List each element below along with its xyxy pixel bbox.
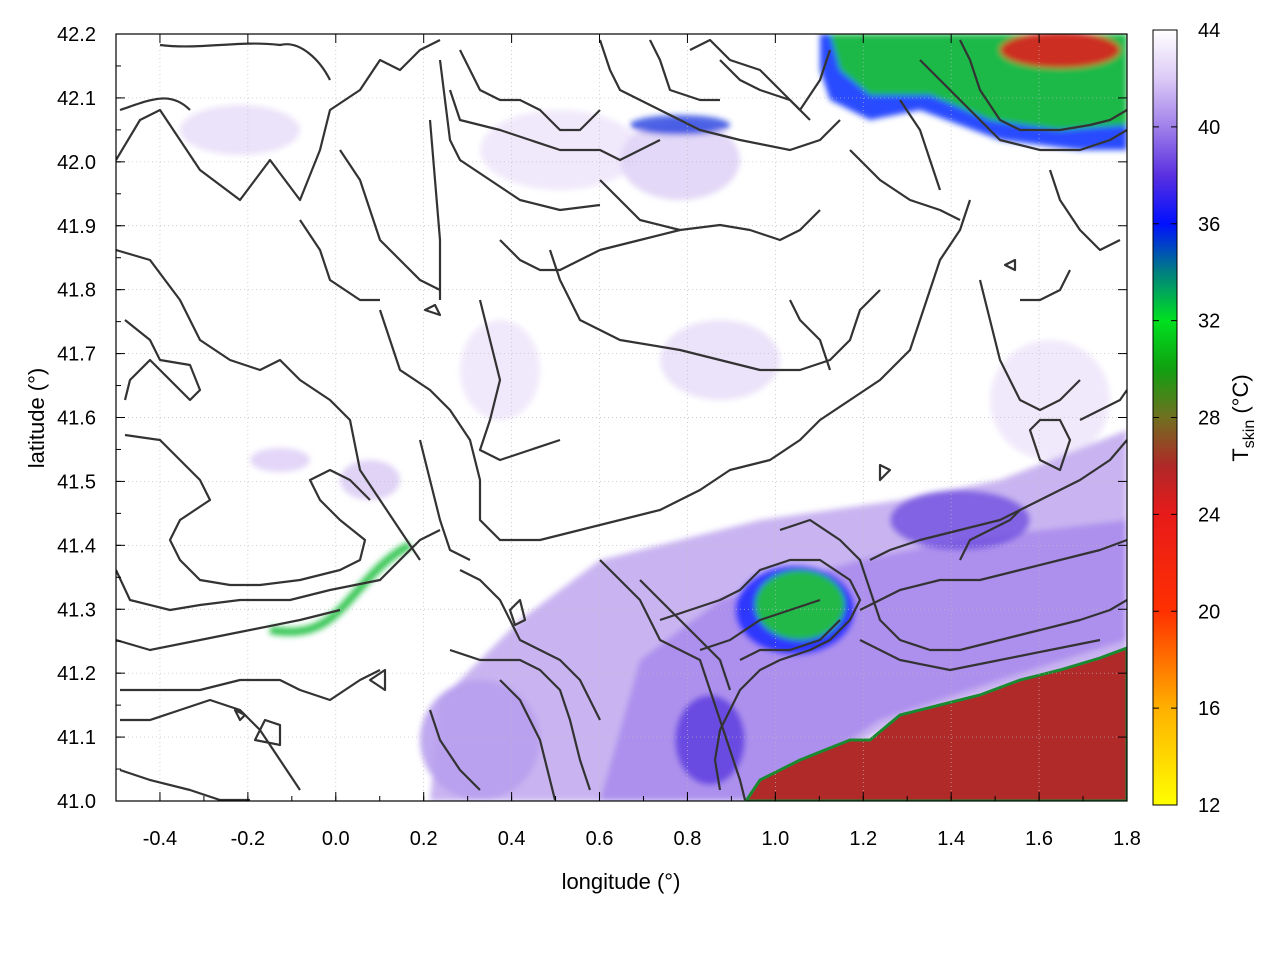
y-tick-label: 41.1 [57, 727, 96, 749]
x-tick-label: 1.4 [937, 828, 965, 850]
x-axis-title: longitude (°) [562, 869, 681, 894]
temperature-field [180, 34, 1127, 801]
y-tick-label: 41.0 [57, 791, 96, 813]
x-tick-label: 1.0 [761, 828, 789, 850]
colorbar-title-unit: (°C) [1228, 374, 1253, 419]
y-tick-label: 42.2 [57, 24, 96, 46]
plot-area: -0.4 -0.2 0.0 0.2 0.4 0.6 0.8 1.0 1.2 1.4 1.6 1.8 4… [57, 24, 1141, 850]
y-tick-label: 41.5 [57, 471, 96, 493]
colorbar-tick-label: 12 [1198, 795, 1220, 817]
colorbar-tick-label: 24 [1198, 504, 1220, 526]
colorbar: 12 16 20 24 28 32 36 40 44 Tskin (°C) [1152, 20, 1258, 817]
colorbar-tick-label: 28 [1198, 408, 1220, 430]
x-tick-label: -0.4 [143, 828, 177, 850]
colorbar-tick-label: 44 [1198, 20, 1220, 42]
colorbar-title: Tskin (°C) [1228, 374, 1258, 461]
colorbar-title-sub: skin [1241, 420, 1258, 448]
x-tick-label: 1.2 [849, 828, 877, 850]
colorbar-tick-label: 36 [1198, 214, 1220, 236]
colorbar-title-main: T [1228, 448, 1253, 461]
y-tick-label: 41.6 [57, 408, 96, 430]
colorbar-ticks: 12 16 20 24 28 32 36 40 44 [1153, 20, 1220, 817]
y-tick-label: 41.7 [57, 344, 96, 366]
y-tick-label: 42.1 [57, 88, 96, 110]
colorbar-tick-label: 20 [1198, 601, 1220, 623]
contour-lines [116, 38, 1127, 801]
colorbar-tick-label: 16 [1198, 698, 1220, 720]
y-tick-label: 42.0 [57, 152, 96, 174]
y-tick-label: 41.8 [57, 280, 96, 302]
x-tick-label: 0.4 [498, 828, 526, 850]
x-tick-label: 1.8 [1113, 828, 1141, 850]
x-tick-label: 0.8 [674, 828, 702, 850]
y-tick-label: 41.4 [57, 535, 96, 557]
sea-region [744, 646, 1127, 801]
x-axis: -0.4 -0.2 0.0 0.2 0.4 0.6 0.8 1.0 1.2 1.4 1.6 1.8 [115, 34, 1141, 850]
x-tick-label: 0.2 [410, 828, 438, 850]
y-tick-label: 41.2 [57, 663, 96, 685]
x-tick-label: 0.6 [586, 828, 614, 850]
x-tick-label: 0.0 [322, 828, 350, 850]
y-axis-title: latitude (°) [24, 368, 49, 469]
colorbar-tick-label: 40 [1198, 117, 1220, 139]
x-tick-label: -0.2 [231, 828, 265, 850]
y-axis: 41.0 41.1 41.2 41.3 41.4 41.5 41.6 41.7 41.8 41.9… [57, 24, 1127, 813]
y-tick-label: 41.3 [57, 599, 96, 621]
x-tick-label: 1.6 [1025, 828, 1053, 850]
colorbar-tick-label: 32 [1198, 311, 1220, 333]
y-tick-label: 41.9 [57, 216, 96, 238]
